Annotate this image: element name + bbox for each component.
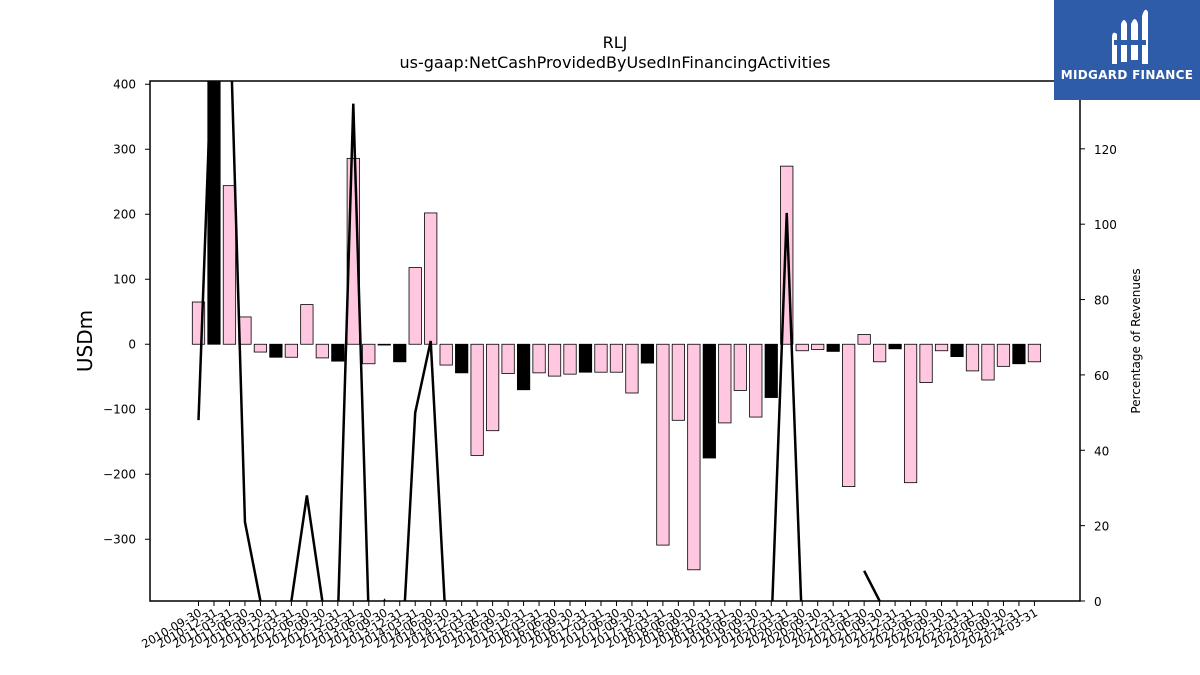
- bar: [578, 343, 593, 373]
- y-tick-label: 400: [113, 77, 136, 91]
- bar: [702, 343, 716, 459]
- y2-tick-label: 120: [1094, 143, 1117, 157]
- bar: [764, 343, 778, 398]
- bar: [903, 343, 918, 484]
- bar: [207, 81, 221, 345]
- bar: [934, 343, 949, 352]
- bar: [486, 343, 500, 432]
- x-axis: 2010-09-302010-12-312011-03-312011-06-30…: [139, 601, 1040, 651]
- bar: [455, 343, 469, 374]
- chart-subtitle: us-gaap:NetCashProvidedByUsedInFinancing…: [399, 53, 830, 72]
- y2-tick-label: 0: [1094, 595, 1102, 609]
- bar: [919, 343, 933, 383]
- chart-title: RLJ: [603, 33, 628, 52]
- y-tick-label: −100: [103, 402, 136, 416]
- bar: [749, 343, 763, 418]
- bar: [671, 343, 685, 421]
- bar: [873, 343, 887, 363]
- bar: [315, 343, 329, 359]
- bar: [470, 343, 484, 456]
- bar: [687, 343, 701, 571]
- bar: [811, 343, 825, 350]
- bar: [253, 343, 268, 353]
- bar: [424, 212, 438, 345]
- y2-tick-label: 60: [1094, 369, 1109, 383]
- y2-tick-label: 20: [1094, 520, 1109, 534]
- bar: [625, 343, 639, 394]
- bar: [1027, 343, 1042, 363]
- y-tick-label: 100: [113, 272, 136, 286]
- bar: [594, 343, 608, 373]
- bar: [393, 343, 407, 363]
- y-tick-label: −300: [103, 532, 136, 546]
- y-tick-label: −200: [103, 467, 136, 481]
- bar: [501, 343, 515, 374]
- y2-tick-label: 40: [1094, 444, 1109, 458]
- bar: [377, 343, 391, 346]
- bar: [222, 185, 237, 345]
- bar: [965, 343, 980, 372]
- y2-axis-label: Percentage of Revenues: [1129, 268, 1143, 413]
- bar: [640, 343, 655, 364]
- bar: [300, 304, 314, 345]
- bar: [408, 267, 422, 345]
- bar: [950, 343, 964, 358]
- bar: [996, 343, 1011, 367]
- bar: [981, 343, 995, 381]
- bar: [284, 343, 298, 358]
- logo-text: MIDGARD FINANCE: [1060, 68, 1194, 82]
- y-axis-label: USDm: [73, 310, 97, 372]
- logo-mark-icon: [1112, 9, 1148, 64]
- bar: [656, 343, 670, 546]
- bar: [733, 343, 747, 391]
- bar: [516, 343, 531, 391]
- bar: [857, 334, 871, 345]
- bar: [547, 343, 562, 377]
- plot-frame: [149, 80, 1081, 602]
- bar: [842, 343, 856, 488]
- y-tick-label: 300: [113, 142, 136, 156]
- y-tick-label: 0: [128, 337, 136, 351]
- bar: [563, 343, 577, 375]
- bar: [532, 343, 546, 374]
- y-axis-right: 0 20 40 60 80 100 120: [1080, 143, 1117, 609]
- bar: [269, 343, 283, 358]
- bar: [331, 343, 345, 362]
- bar: [795, 343, 809, 352]
- bar: [609, 343, 624, 373]
- bar: [718, 343, 732, 424]
- bar: [1012, 343, 1026, 365]
- y2-tick-label: 80: [1094, 294, 1109, 308]
- bar-series: [191, 81, 1042, 571]
- bar: [888, 343, 902, 350]
- y-axis-left: −300 −200 −100 0 100 200 300 400: [103, 77, 150, 546]
- y2-tick-label: 100: [1094, 218, 1117, 232]
- bar: [362, 343, 376, 365]
- y-tick-label: 200: [113, 207, 136, 221]
- bar: [826, 343, 840, 352]
- bar: [439, 343, 453, 366]
- logo: MIDGARD FINANCE: [1054, 0, 1200, 100]
